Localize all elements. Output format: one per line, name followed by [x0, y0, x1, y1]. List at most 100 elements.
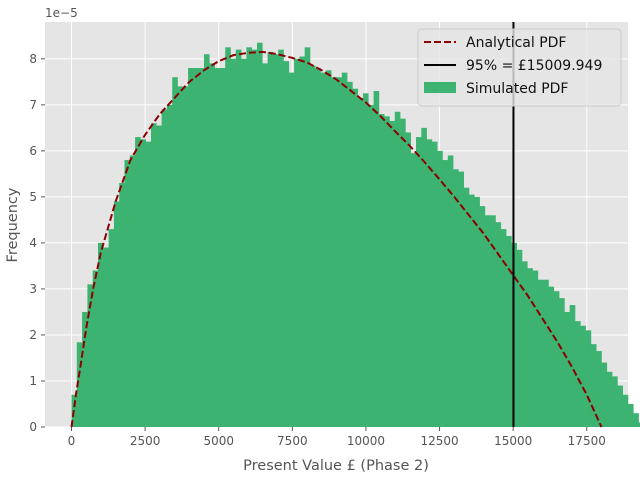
histogram-bar [617, 385, 623, 427]
histogram-bar [209, 63, 215, 427]
legend-label-simulated: Simulated PDF [466, 81, 568, 97]
histogram-bar [575, 321, 581, 427]
histogram-bar [553, 291, 560, 427]
histogram-bar [384, 116, 390, 427]
histogram-bar [341, 72, 348, 427]
histogram-bar [416, 137, 422, 427]
y-tick-label: 7 [29, 98, 37, 112]
histogram-bar [87, 284, 93, 427]
histogram-bar [500, 229, 507, 427]
histogram-bar [92, 270, 99, 427]
histogram-bar [484, 215, 491, 427]
histogram-bar [463, 187, 470, 427]
histogram-bar [638, 422, 640, 427]
histogram-bar [267, 51, 274, 428]
legend-marker-simulated [424, 82, 456, 93]
histogram-bar [590, 344, 597, 427]
y-tick-label: 2 [29, 328, 37, 342]
histogram-bar [315, 68, 321, 427]
histogram-bar [299, 56, 305, 428]
x-tick-label: 17500 [568, 434, 606, 448]
histogram-bar [469, 194, 475, 427]
x-tick-labels: 0 2500 5000 7500 10000 12500 15000 17500 [68, 427, 606, 448]
x-tick-label: 12500 [420, 434, 458, 448]
histogram-bar [474, 196, 480, 427]
histogram-bar [585, 330, 592, 427]
y-tick-label: 8 [29, 52, 37, 66]
histogram-bar [400, 118, 406, 427]
y-tick-label: 4 [29, 236, 37, 250]
histogram-bar [230, 58, 237, 428]
histogram-bar [251, 49, 258, 427]
histogram-bar [633, 413, 639, 427]
histogram-bar [182, 86, 189, 427]
histogram-bar [103, 247, 109, 427]
histogram-bar [442, 160, 449, 427]
histogram-bar [606, 371, 613, 427]
histogram-bar [76, 342, 83, 427]
histogram-bar [347, 81, 353, 428]
histogram-bar [177, 86, 184, 427]
histogram-bar [135, 137, 141, 427]
histogram-bar [82, 311, 88, 427]
x-axis-label: Present Value £ (Phase 2) [243, 458, 429, 474]
histogram-bar [246, 47, 252, 427]
histogram-bar [532, 270, 539, 427]
histogram-bar [288, 72, 295, 427]
legend-label-analytical: Analytical PDF [466, 35, 566, 51]
y-tick-labels: 0 1 2 3 4 5 6 7 8 [29, 52, 45, 434]
histogram-bar [225, 47, 231, 427]
histogram-bar [262, 63, 268, 427]
histogram-bar [453, 169, 459, 428]
histogram-bar [437, 150, 443, 427]
histogram-bar [113, 201, 120, 427]
histogram-bar [241, 58, 247, 428]
histogram-bar [304, 47, 311, 427]
histogram-bar [272, 54, 279, 427]
histogram-bar [506, 236, 512, 427]
x-tick-label: 7500 [277, 434, 308, 448]
x-tick-label: 5000 [203, 434, 234, 448]
histogram-bar [156, 125, 162, 427]
histogram-bar [368, 104, 374, 427]
histogram-bar [495, 222, 502, 427]
x-tick-label: 0 [68, 434, 76, 448]
histogram-bar [527, 268, 533, 427]
histogram-bar [214, 68, 221, 427]
histogram-bar [357, 97, 364, 427]
histogram-bar [193, 68, 199, 427]
histogram-bar [172, 77, 178, 428]
histogram-bar [458, 171, 464, 427]
histogram-bar [389, 120, 396, 428]
x-tick-label: 2500 [130, 434, 161, 448]
histogram-bar [352, 88, 358, 427]
histogram-bar [394, 111, 401, 427]
histogram-bar [622, 394, 629, 427]
analytical-pdf-line [70, 50, 603, 428]
histogram-bar [336, 77, 343, 428]
histogram-bar [145, 141, 152, 427]
histogram-bar [108, 229, 115, 427]
x-tick-label: 15000 [494, 434, 532, 448]
histogram-bar [516, 249, 523, 427]
histogram-bar [98, 242, 104, 427]
histogram-bar [283, 61, 290, 427]
histogram-bar [601, 362, 608, 427]
histogram-bar [559, 298, 565, 427]
histogram-bar [320, 72, 327, 427]
histogram-bar [373, 91, 380, 427]
histogram-bar [257, 42, 263, 427]
histogram-bar [310, 65, 316, 427]
y-offset-label: 1e−5 [45, 6, 78, 20]
histogram-bar [278, 49, 284, 427]
histogram-bar [431, 141, 438, 427]
histogram-bar [124, 160, 131, 427]
histogram-bar [331, 77, 337, 428]
histogram-bar [363, 93, 369, 427]
histogram-bar [294, 58, 300, 428]
histogram-bar [204, 54, 210, 427]
histogram-bar [479, 206, 486, 427]
histogram-bar [421, 127, 427, 428]
x-tick-label: 10000 [347, 434, 385, 448]
